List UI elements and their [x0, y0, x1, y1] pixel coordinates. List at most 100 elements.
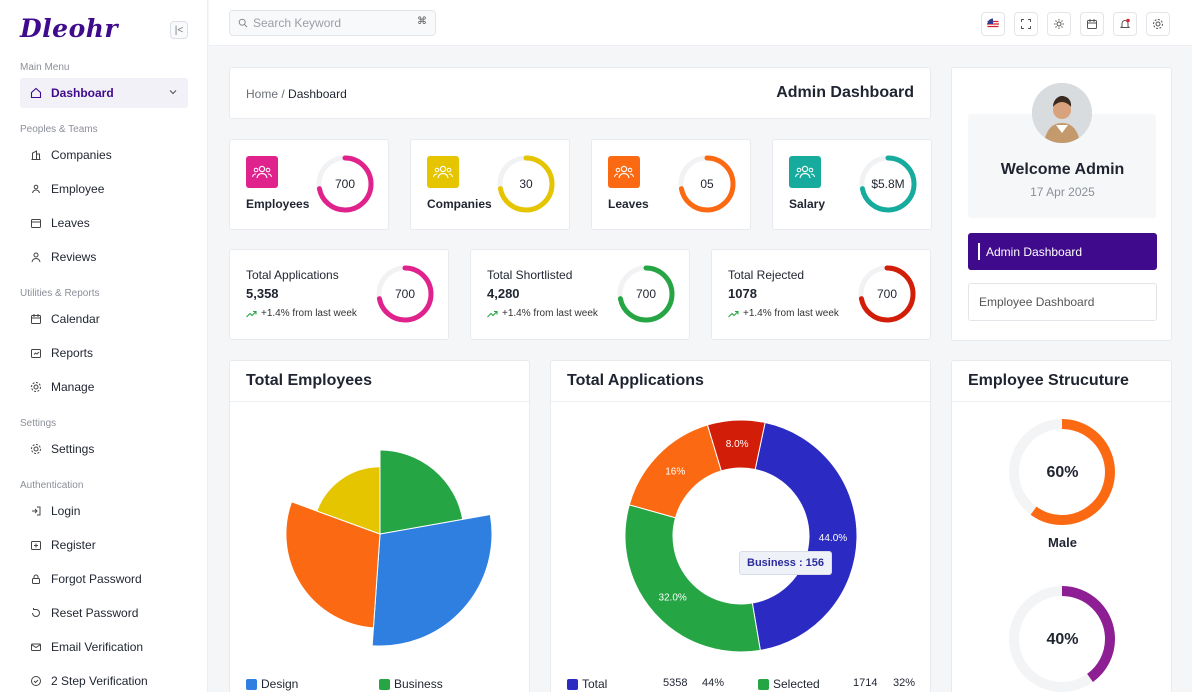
pie-slice[interactable] [379, 449, 464, 535]
change-text: +1.4% from last week [487, 308, 598, 319]
card-value: 5,358 [246, 286, 279, 301]
stat-card[interactable]: Leaves 05 [591, 139, 751, 230]
employee-dashboard-button[interactable]: Employee Dashboard [968, 283, 1157, 321]
admin-dashboard-label: Admin Dashboard [986, 244, 1083, 259]
welcome-date: 17 Apr 2025 [1030, 185, 1095, 199]
shortcut-icon: ⌘ [417, 16, 427, 27]
register-icon [30, 539, 42, 551]
ring-value: 700 [635, 287, 657, 301]
legend-count: 5358 [663, 677, 688, 689]
collapse-sidebar-button[interactable]: |< [170, 21, 188, 39]
legend-pct: 32% [893, 677, 916, 689]
sidebar-item-reports[interactable]: Reports [20, 338, 188, 368]
breadcrumb-home[interactable]: Home [246, 87, 279, 101]
people-icon [246, 156, 278, 188]
section-main-menu: Main Menu [20, 62, 70, 73]
stat-value: 700 [334, 177, 356, 191]
sidebar-item-label: Employee [51, 182, 105, 196]
pie-slice[interactable] [285, 501, 381, 629]
app-ring [858, 265, 916, 323]
users-icon [30, 183, 42, 195]
pie-slice[interactable] [371, 513, 493, 647]
theme-toggle-button[interactable] [1047, 12, 1071, 36]
ring-progress [316, 155, 374, 213]
ring-progress [376, 265, 434, 323]
stat-label: Leaves [608, 197, 649, 211]
sidebar-item-login[interactable]: Login [20, 496, 188, 526]
section-peoples: Peoples & Teams [20, 124, 98, 135]
sidebar-item-label: Calendar [51, 312, 100, 326]
sidebar-item-employee[interactable]: Employee [20, 174, 188, 204]
sidebar-item-reviews[interactable]: Reviews [20, 242, 188, 272]
slice-label: 32.0% [658, 593, 686, 604]
ring-progress [617, 265, 675, 323]
sidebar-item-settings[interactable]: Settings [20, 434, 188, 464]
gear-icon [1153, 19, 1163, 29]
search-placeholder: Search Keyword [253, 16, 342, 30]
settings-button[interactable] [1146, 12, 1170, 36]
slice-label: 8.0% [726, 439, 749, 450]
calendar-button[interactable] [1080, 12, 1104, 36]
sidebar-item-label: Forgot Password [51, 572, 142, 586]
sidebar-item-calendar[interactable]: Calendar [20, 304, 188, 334]
sidebar-item-label: Reviews [51, 250, 97, 264]
legend-item-selected[interactable]: Selected [758, 677, 820, 691]
notifications-button[interactable] [1113, 12, 1137, 36]
search-input[interactable]: Search Keyword ⌘ [229, 10, 436, 36]
calendar-icon [30, 313, 42, 325]
lock-icon [30, 573, 42, 585]
slice-label: 44.0% [819, 533, 847, 544]
employee-dashboard-label: Employee Dashboard [979, 295, 1095, 309]
change-label: +1.4% from last week [261, 308, 357, 319]
people-icon [608, 156, 640, 188]
legend-item-design[interactable]: Design [246, 677, 298, 691]
language-flag-button[interactable] [981, 12, 1005, 36]
employees-pie-chart [285, 449, 493, 647]
stat-card[interactable]: Salary $5.8M [772, 139, 932, 230]
legend-pct: 44% [702, 677, 725, 689]
divider [551, 401, 930, 402]
gauge-value-male: 60% [1046, 464, 1079, 481]
sidebar-item-reset-password[interactable]: Reset Password [20, 598, 188, 628]
donut-slice[interactable] [706, 419, 766, 472]
application-card[interactable]: Total Applications 5,358 +1.4% from last w… [229, 249, 449, 340]
sidebar-item-label: Companies [51, 148, 112, 162]
sidebar-item-manage[interactable]: Manage [20, 372, 188, 402]
divider [952, 401, 1171, 402]
donut-slice[interactable] [624, 504, 761, 653]
divider [230, 401, 529, 402]
sidebar-item-label: Dashboard [51, 86, 114, 100]
avatar[interactable] [1032, 83, 1092, 143]
sidebar-item-leaves[interactable]: Leaves [20, 208, 188, 238]
sidebar-item-email-verification[interactable]: Email Verification [20, 632, 188, 662]
employee-structure-card: Employee Strucuture 60% Male 40% [951, 360, 1172, 692]
change-label: +1.4% from last week [743, 308, 839, 319]
check-circle-icon [30, 675, 42, 687]
legend-item-total[interactable]: Total [567, 677, 607, 691]
legend-swatch [246, 678, 257, 690]
legend-item-business[interactable]: Business [379, 677, 443, 691]
admin-dashboard-button[interactable]: Admin Dashboard [968, 233, 1157, 270]
stat-card[interactable]: Companies 30 [410, 139, 570, 230]
building-icon [30, 149, 42, 161]
stat-ring [859, 155, 917, 213]
application-card[interactable]: Total Shortlisted 4,280 +1.4% from last we… [470, 249, 690, 340]
application-card[interactable]: Total Rejected 1078 +1.4% from last week 70… [711, 249, 931, 340]
settings-icon [30, 443, 42, 455]
stat-card[interactable]: Employees 700 [229, 139, 389, 230]
stat-ring [316, 155, 374, 213]
sidebar-item-companies[interactable]: Companies [20, 140, 188, 170]
sidebar-item-2-step-verification[interactable]: 2 Step Verification [20, 666, 188, 692]
mail-icon [30, 641, 42, 653]
page-title: Admin Dashboard [776, 84, 914, 101]
stat-value: 05 [700, 177, 714, 191]
stat-value: $5.8M [871, 177, 905, 191]
pie-slice[interactable] [316, 466, 381, 535]
sidebar-item-forgot-password[interactable]: Forgot Password [20, 564, 188, 594]
sidebar-item-dashboard[interactable]: Dashboard [20, 78, 188, 108]
fullscreen-button[interactable] [1014, 12, 1038, 36]
sidebar: Dleohr |< Main Menu Dashboard Peoples & … [0, 0, 208, 692]
brand-logo[interactable]: Dleohr [20, 14, 119, 43]
donut-slice[interactable] [751, 421, 858, 651]
sidebar-item-register[interactable]: Register [20, 530, 188, 560]
